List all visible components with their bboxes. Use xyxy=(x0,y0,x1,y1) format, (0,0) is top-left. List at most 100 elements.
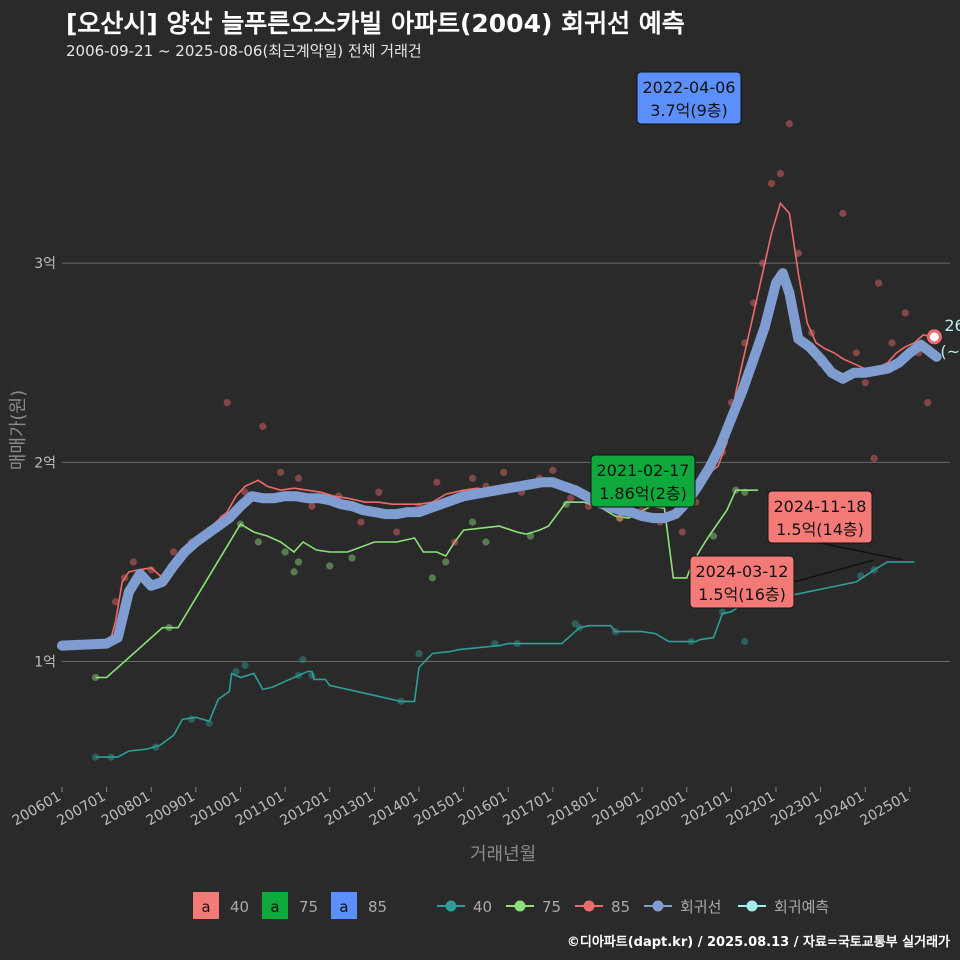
series-point-40-11 xyxy=(415,649,423,658)
y-axis-title: 매매가(원) xyxy=(8,390,29,470)
legend-label-key-75 xyxy=(262,892,288,919)
regression-line xyxy=(57,268,942,651)
x-tick-label-201401: 201401 xyxy=(367,789,421,830)
series-point-40-15 xyxy=(576,624,584,632)
series-point-85-19 xyxy=(433,478,441,486)
x-tick-label-200901: 200901 xyxy=(144,789,198,830)
series-point-85-13 xyxy=(308,502,316,510)
series-point-75-10 xyxy=(442,558,450,566)
x-tick-label-201101: 201101 xyxy=(233,789,287,830)
series-point-75-4 xyxy=(281,548,289,556)
series-point-85-50 xyxy=(861,379,869,387)
y-tick-label-1: 1억 xyxy=(34,655,56,671)
x-tick-label-200801: 200801 xyxy=(99,789,153,830)
series-line-40 xyxy=(95,561,915,758)
series-point-75-5 xyxy=(290,568,298,576)
x-tick-label-201601: 201601 xyxy=(456,789,510,830)
legend-line-marker-1 xyxy=(514,900,526,912)
x-tick-label-201701: 201701 xyxy=(501,789,555,830)
series-points xyxy=(91,120,936,761)
series-point-40-21 xyxy=(870,566,878,574)
series-point-85-48 xyxy=(839,209,847,217)
annotation-pointer-last40a xyxy=(819,542,904,561)
series-point-75-15 xyxy=(616,514,624,522)
series-point-40-14 xyxy=(571,620,579,628)
annotation-date-max85: 2022-04-06 xyxy=(643,78,736,97)
chart-subtitle: 2006-09-21 ~ 2025-08-06(최근계약일) 전체 거래건 xyxy=(66,42,422,60)
series-point-85-40 xyxy=(758,259,767,267)
legend-line-marker-2 xyxy=(583,900,595,912)
annotation-date-last40b: 2024-03-12 xyxy=(696,562,789,581)
series-point-85-55 xyxy=(924,399,932,407)
annotation-date-last40a: 2024-11-18 xyxy=(774,497,867,516)
annotation-box-last40b xyxy=(689,555,795,609)
x-tick-label-200701: 200701 xyxy=(54,789,108,830)
series-point-75-1 xyxy=(165,624,173,632)
series-point-85-53 xyxy=(901,309,909,317)
series-point-40-4 xyxy=(205,719,213,727)
series-point-85-30 xyxy=(616,514,624,522)
source-caption: ©디아파트(dapt.kr) / 2025.08.13 / 자료=국토교통부 실… xyxy=(566,935,950,950)
series-point-40-6 xyxy=(241,661,249,670)
series-point-40-20 xyxy=(857,572,865,580)
legend-label-key-name-40: 40 xyxy=(230,898,249,916)
legend-line-marker-0 xyxy=(445,900,457,912)
series-point-40-10 xyxy=(397,697,405,705)
annotation-box-max75 xyxy=(590,454,696,508)
series-point-75-19 xyxy=(741,488,749,496)
legend-line-marker-3 xyxy=(652,900,664,912)
legend-label-key-name-85: 85 xyxy=(368,898,387,916)
legend-line-key-name-1: 75 xyxy=(542,898,561,916)
x-tick-label-201901: 201901 xyxy=(590,789,644,830)
x-tick-label-201301: 201301 xyxy=(322,789,376,830)
series-point-85-33 xyxy=(678,528,686,536)
series-point-85-10 xyxy=(259,422,267,431)
annotation-box-max85 xyxy=(636,71,742,125)
y-tick-label-3: 3억 xyxy=(34,256,56,272)
series-point-40-2 xyxy=(152,743,160,751)
series-point-85-26 xyxy=(549,466,557,474)
series-point-75-6 xyxy=(294,558,303,566)
regression-layer xyxy=(57,268,942,651)
x-tick-label-202501: 202501 xyxy=(858,789,912,830)
series-point-85-52 xyxy=(888,339,896,347)
series-point-40-9 xyxy=(294,671,303,680)
series-point-75-0 xyxy=(91,673,100,682)
series-point-85-4 xyxy=(169,548,178,556)
series-point-40-8 xyxy=(308,671,316,680)
series-point-75-8 xyxy=(326,562,334,570)
series-point-40-0 xyxy=(91,753,100,761)
series-point-85-27 xyxy=(567,494,575,502)
series-point-85-16 xyxy=(375,488,383,496)
annotation-value-max85: 3.7억(9층) xyxy=(650,101,728,120)
series-point-85-51 xyxy=(875,279,883,287)
x-tick-label-202301: 202301 xyxy=(768,789,822,830)
latest-point-layer: 26,286 (~85㎡) xyxy=(926,316,960,361)
series-point-85-21 xyxy=(468,474,477,482)
legend-label-key-85 xyxy=(331,892,357,919)
series-point-85-44 xyxy=(794,249,802,257)
chart-title: [오산시] 양산 늘푸른오스카빌 아파트(2004) 회귀선 예측 xyxy=(66,9,685,38)
legend-line-marker-4 xyxy=(746,900,758,912)
annotation-value-last40b: 1.5억(16층) xyxy=(698,585,786,604)
series-point-75-17 xyxy=(709,532,718,540)
series-point-40-13 xyxy=(513,639,521,648)
series-point-75-11 xyxy=(468,518,477,526)
annotations: 2022-04-06 3.7억(9층) 2021-02-17 1.86억(2층) 202… xyxy=(590,71,904,609)
series-point-85-11 xyxy=(277,468,285,476)
annotation-value-max75: 1.86억(2층) xyxy=(599,484,687,503)
series-point-85-1 xyxy=(120,574,129,582)
series-point-85-28 xyxy=(584,502,593,510)
annotation-pointer-last40b xyxy=(793,559,875,583)
series-point-40-19 xyxy=(741,638,749,646)
latest-point-area: (~85㎡) xyxy=(940,342,960,361)
series-point-85-43 xyxy=(785,120,793,128)
x-tick-label-202201: 202201 xyxy=(724,789,778,830)
series-point-40-16 xyxy=(611,628,619,636)
series-point-85-17 xyxy=(393,528,401,536)
legend-label-key-name-75: 75 xyxy=(299,898,318,916)
y-axis-ticks: 1억 2억 3억 xyxy=(34,256,56,670)
series-point-85-15 xyxy=(357,518,365,526)
legend-label-key-letter-75: a xyxy=(270,898,279,916)
